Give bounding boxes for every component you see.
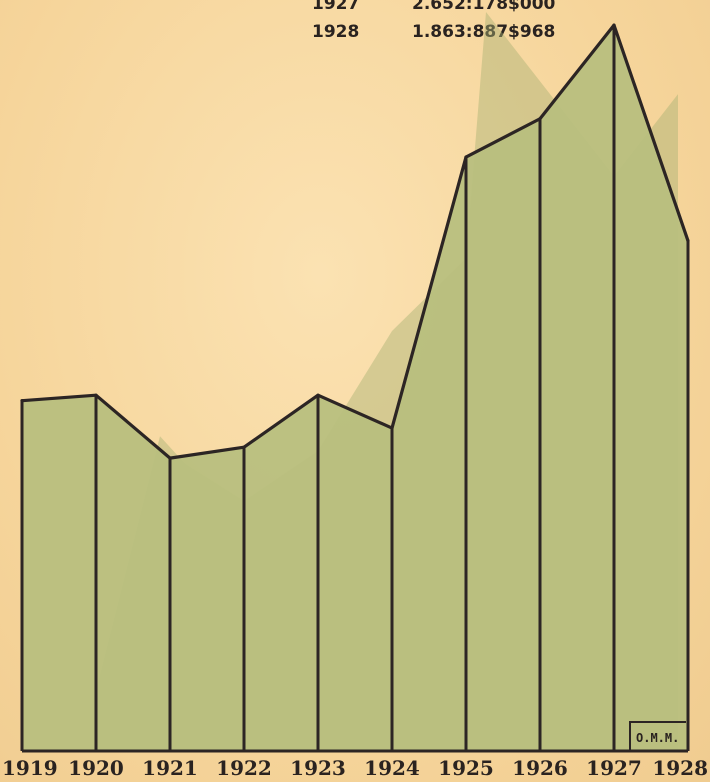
x-tick-1920: 1920: [68, 756, 124, 780]
x-tick-1924: 1924: [364, 756, 420, 780]
data-point-1922: [242, 445, 246, 449]
data-point-1921: [168, 456, 172, 460]
x-tick-1925: 1925: [438, 756, 494, 780]
legend-value-1927: 2.652:178$000: [412, 0, 556, 14]
legend-year-1927: 1927: [312, 0, 360, 14]
area-series: [22, 25, 688, 752]
x-tick-labels: 1919 1920 1921 1922 1923 1924 1925 1926 1927 1928: [2, 756, 708, 780]
x-tick-1923: 1923: [290, 756, 346, 780]
legend-value-1928: 1.863:887$968: [412, 22, 556, 42]
signature-frame: [629, 721, 686, 752]
data-point-1924: [390, 426, 394, 430]
data-point-1927: [612, 23, 616, 27]
outline-layer: [20, 23, 690, 753]
signature-box: O.M.M.: [629, 721, 686, 752]
x-tick-1926: 1926: [512, 756, 568, 780]
area-fill-layer: [22, 25, 688, 752]
x-tick-1928: 1928: [652, 756, 708, 780]
data-point-1923: [316, 393, 320, 397]
data-point-1928: [686, 239, 690, 243]
year-divider-layer: [20, 25, 690, 751]
x-tick-1922: 1922: [216, 756, 272, 780]
signature-text: O.M.M.: [636, 731, 679, 745]
data-point-1920: [94, 393, 98, 397]
x-tick-1921: 1921: [142, 756, 198, 780]
x-tick-1919: 1919: [2, 756, 58, 780]
data-point-1926: [538, 117, 542, 121]
series-line: [21, 23, 690, 460]
data-point-1925: [464, 155, 468, 159]
legend-year-1928: 1928: [312, 22, 360, 42]
x-tick-1927: 1927: [586, 756, 642, 780]
data-point-1919: [20, 399, 24, 403]
